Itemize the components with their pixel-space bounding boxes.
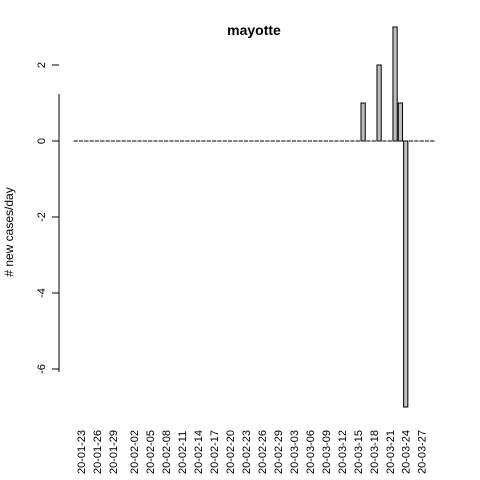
bars-group: [73, 26, 435, 408]
y-tick-label: 2: [36, 62, 48, 68]
x-tick-label: 20-03-24: [401, 430, 413, 474]
x-tick-label: 20-03-12: [337, 430, 349, 474]
chart-title: mayotte: [227, 22, 281, 38]
x-tick-label: 20-03-15: [353, 430, 365, 474]
x-tick-label: 20-03-27: [417, 430, 429, 474]
x-tick-label: 20-02-11: [177, 431, 189, 474]
x-tick-label: 20-03-06: [305, 430, 317, 474]
y-tick-label: -6: [36, 364, 48, 374]
x-tick-label: 20-03-18: [369, 430, 381, 474]
y-axis-ticks: 2 0 -2 -4 -6: [36, 62, 59, 374]
y-axis-label: # new cases/day: [2, 187, 16, 276]
bar: [397, 102, 404, 142]
y-tick-label: 0: [36, 138, 48, 144]
x-tick-label: 20-02-05: [145, 430, 157, 474]
x-tick-label: 20-02-26: [257, 430, 269, 474]
x-tick-label: 20-02-20: [225, 430, 237, 474]
x-axis-tick-labels: 20-01-23 20-01-26 20-01-29 20-02-02 20-02-05…: [76, 430, 429, 474]
bar: [376, 64, 382, 142]
x-tick-label: 20-02-29: [273, 430, 285, 474]
x-tick-label: 20-02-17: [209, 430, 221, 474]
x-tick-label: 20-02-02: [129, 430, 141, 474]
y-tick-label: -2: [36, 212, 48, 222]
x-tick-label: 20-03-21: [385, 430, 397, 474]
bar: [392, 26, 398, 142]
x-tick-label: 20-02-08: [161, 430, 173, 474]
bar: [403, 140, 409, 408]
y-tick-label: -4: [36, 288, 48, 298]
x-tick-label: 20-02-23: [241, 430, 253, 474]
x-tick-label: 20-03-09: [321, 430, 333, 474]
x-tick-label: 20-01-29: [108, 430, 120, 474]
x-tick-label: 20-02-14: [193, 430, 205, 474]
x-tick-label: 20-03-03: [289, 430, 301, 474]
bar: [360, 102, 366, 142]
x-tick-label: 20-01-23: [76, 430, 88, 474]
x-tick-label: 20-01-26: [92, 430, 104, 474]
